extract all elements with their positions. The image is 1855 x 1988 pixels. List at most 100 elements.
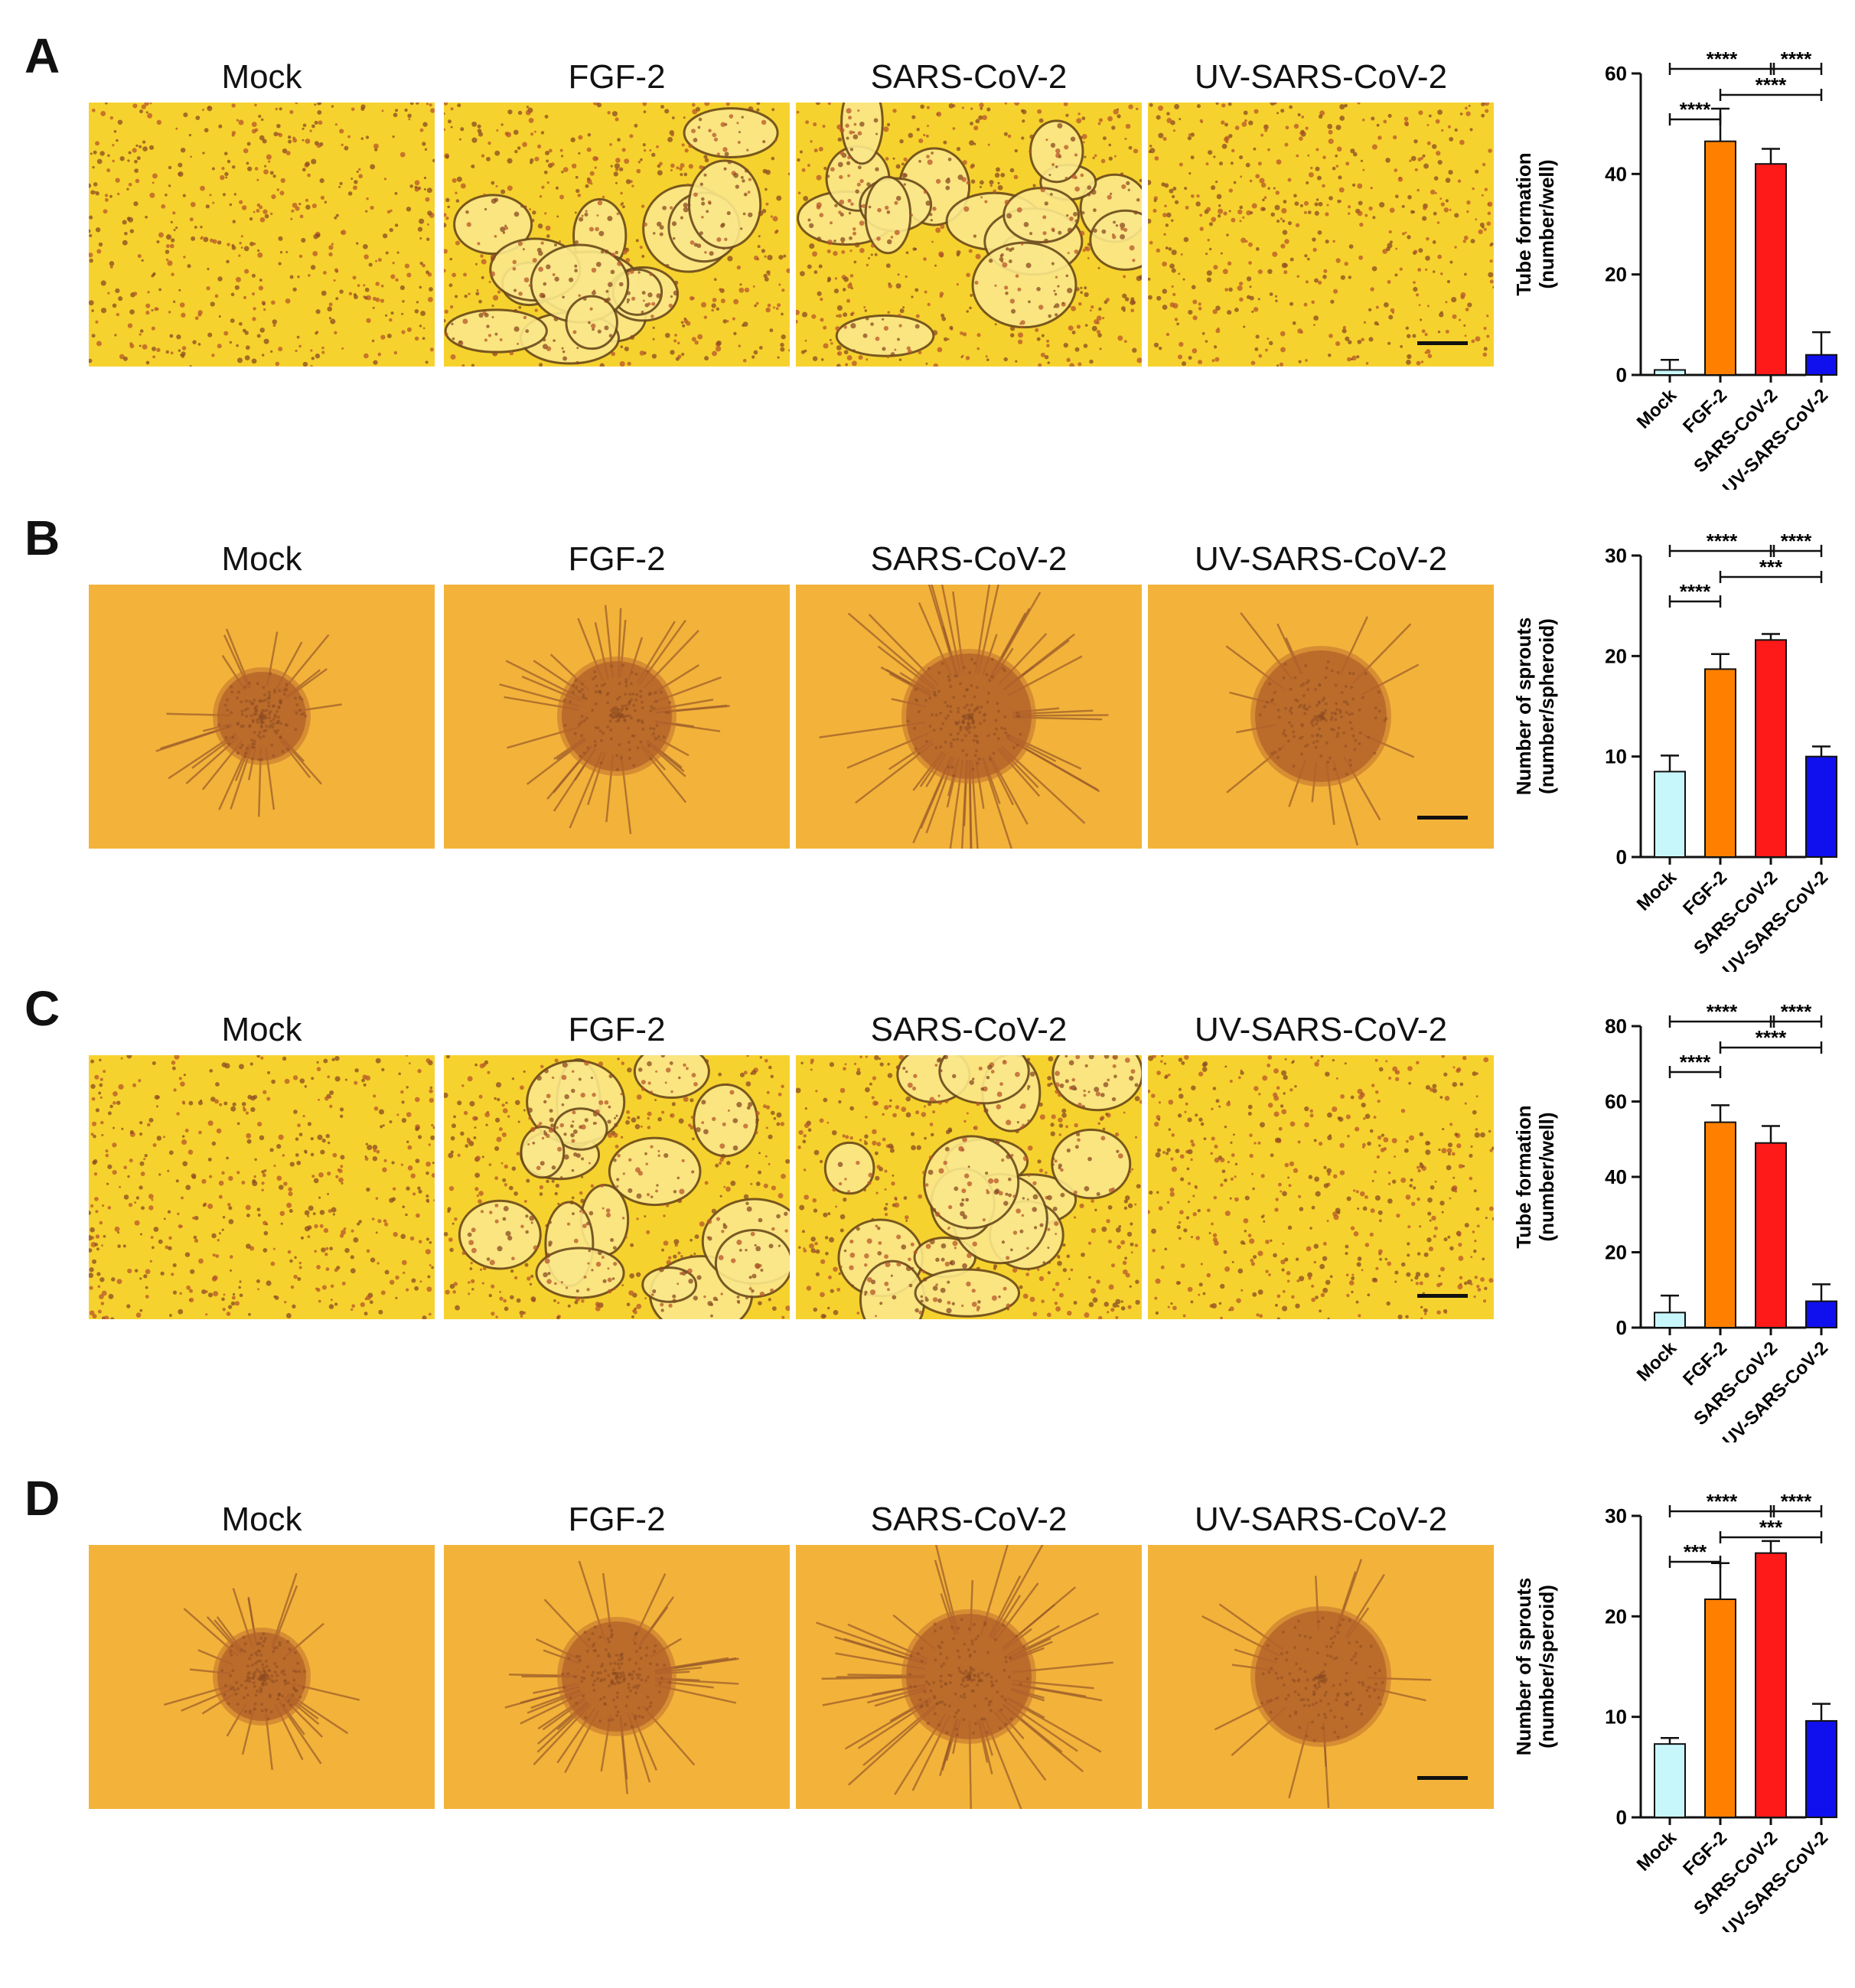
bar-sars-cov-2 bbox=[1755, 163, 1787, 376]
bar-fgf-2 bbox=[1704, 668, 1736, 858]
bar-chart-b: Number of sprouts (number/spheroid) 0 10 20 3… bbox=[1500, 513, 1855, 980]
y-tick-label: 0 bbox=[1616, 363, 1627, 386]
micrograph-mock bbox=[89, 1055, 435, 1319]
x-tick-label: Mock bbox=[1633, 1827, 1681, 1876]
significance-bracket: **** bbox=[1668, 1000, 1775, 1028]
y-tick-label: 40 bbox=[1605, 1165, 1627, 1188]
significance-bracket: **** bbox=[1719, 73, 1823, 101]
image-title: Mock bbox=[221, 1011, 302, 1048]
image-title: Mock bbox=[221, 1501, 302, 1538]
significance-label: *** bbox=[1759, 556, 1783, 578]
bar-uv-sars-cov-2 bbox=[1805, 1719, 1837, 1819]
bar-chart-a: Tube formation (number/well) 0 20 40 60 Mock FG… bbox=[1500, 31, 1855, 498]
panel-row-c: C Mock FGF-2 SARS-CoV-2 UV-SARS-CoV-2 Tube fo… bbox=[0, 981, 1855, 1451]
bar-uv-sars-cov-2 bbox=[1805, 755, 1837, 858]
bar-sars-cov-2 bbox=[1755, 1142, 1787, 1328]
micrograph-sars-cov-2 bbox=[796, 103, 1142, 367]
micrograph-sars-cov-2 bbox=[796, 1545, 1142, 1809]
image-title: FGF-2 bbox=[568, 1501, 666, 1538]
y-tick-label: 60 bbox=[1605, 1090, 1627, 1113]
image-title: FGF-2 bbox=[568, 1011, 666, 1048]
y-tick-label: 80 bbox=[1605, 1015, 1627, 1038]
image-title: SARS-CoV-2 bbox=[870, 1011, 1068, 1048]
significance-label: **** bbox=[1781, 1000, 1812, 1023]
panel-letter: C bbox=[24, 981, 60, 1036]
panel-row-d: D Mock FGF-2 SARS-CoV-2 UV-SARS-CoV-2 Number … bbox=[0, 1471, 1855, 1941]
micrograph-fgf-2 bbox=[444, 1055, 790, 1319]
micrograph-mock bbox=[89, 103, 435, 367]
micrograph-uv-sars-cov-2 bbox=[1148, 1545, 1494, 1809]
image-title: UV-SARS-CoV-2 bbox=[1194, 58, 1448, 96]
image-title: SARS-CoV-2 bbox=[870, 58, 1068, 96]
bar-mock bbox=[1654, 1312, 1686, 1328]
chart-svg: Number of sprouts (number/spheroid) 0 10 20 3… bbox=[1512, 530, 1837, 980]
significance-bracket: **** bbox=[1769, 47, 1823, 75]
micrograph-sars-cov-2 bbox=[796, 585, 1142, 849]
significance-label: **** bbox=[1781, 1490, 1812, 1513]
significance-label: **** bbox=[1756, 73, 1787, 96]
significance-label: **** bbox=[1707, 47, 1738, 70]
significance-label: **** bbox=[1756, 1026, 1787, 1049]
significance-label: **** bbox=[1707, 1000, 1738, 1023]
panel-letter: B bbox=[24, 510, 60, 565]
bar-uv-sars-cov-2 bbox=[1805, 1300, 1837, 1328]
panel-letter: D bbox=[24, 1471, 60, 1526]
micrograph-uv-sars-cov-2 bbox=[1148, 103, 1494, 367]
y-axis-label: Tube formation bbox=[1512, 1105, 1535, 1248]
bar-fgf-2 bbox=[1704, 1599, 1736, 1819]
image-title: FGF-2 bbox=[568, 540, 666, 578]
significance-label: *** bbox=[1759, 1516, 1783, 1539]
bar-chart-d: Number of sprouts (number/sperоid) 0 10 20 30… bbox=[1500, 1473, 1855, 1941]
x-tick-label: Mock bbox=[1633, 1338, 1681, 1386]
image-title: UV-SARS-CoV-2 bbox=[1194, 1011, 1448, 1048]
significance-bracket: **** bbox=[1668, 98, 1722, 125]
image-title: UV-SARS-CoV-2 bbox=[1194, 540, 1448, 578]
y-tick-label: 30 bbox=[1605, 544, 1627, 567]
y-tick-label: 0 bbox=[1616, 846, 1627, 869]
y-tick-label: 0 bbox=[1616, 1806, 1627, 1829]
chart-svg: Number of sprouts (number/sperоid) 0 10 20 30… bbox=[1512, 1490, 1837, 1941]
y-tick-label: 20 bbox=[1605, 1605, 1627, 1628]
significance-bracket: *** bbox=[1719, 556, 1823, 583]
image-title: SARS-CoV-2 bbox=[870, 1501, 1068, 1538]
bar-fgf-2 bbox=[1704, 1121, 1736, 1328]
y-tick-label: 30 bbox=[1605, 1504, 1627, 1527]
image-title: FGF-2 bbox=[568, 58, 666, 96]
significance-bracket: **** bbox=[1668, 580, 1722, 608]
bar-uv-sars-cov-2 bbox=[1805, 354, 1837, 376]
bar-chart-c: Tube formation (number/well) 0 20 40 60 80 Mock… bbox=[1500, 983, 1855, 1451]
y-tick-label: 10 bbox=[1605, 1706, 1627, 1729]
chart-svg: Tube formation (number/well) 0 20 40 60 80 Mock… bbox=[1512, 1000, 1837, 1451]
chart-svg: Tube formation (number/well)0204060MockFG… bbox=[1512, 47, 1837, 498]
panel-row-b: B Mock FGF-2 SARS-CoV-2 UV-SARS-CoV-2 Number … bbox=[0, 510, 1855, 980]
micrograph-mock bbox=[89, 1545, 435, 1809]
y-axis-label-units: (number/sperоid) bbox=[1535, 1585, 1558, 1748]
bar-sars-cov-2 bbox=[1755, 639, 1787, 858]
y-tick-label: 10 bbox=[1605, 745, 1627, 768]
y-tick-label: 20 bbox=[1605, 263, 1627, 286]
micrograph-mock bbox=[89, 585, 435, 849]
panel-letter: A bbox=[24, 28, 60, 83]
y-tick-label: 20 bbox=[1605, 644, 1627, 667]
y-axis-label-units: (number/well) bbox=[1535, 159, 1558, 288]
significance-bracket: **** bbox=[1769, 1000, 1823, 1028]
bar-mock bbox=[1654, 1743, 1686, 1819]
y-axis-label: Tube formation bbox=[1512, 152, 1535, 295]
significance-bracket: **** bbox=[1668, 1490, 1775, 1517]
significance-bracket: **** bbox=[1769, 530, 1823, 557]
significance-label: **** bbox=[1781, 530, 1812, 552]
y-tick-label: 60 bbox=[1605, 62, 1627, 85]
micrograph-sars-cov-2 bbox=[796, 1055, 1142, 1319]
significance-bracket: **** bbox=[1769, 1490, 1823, 1517]
micrograph-fgf-2 bbox=[444, 585, 790, 849]
significance-label: **** bbox=[1680, 580, 1711, 603]
y-axis-label: Number of sprouts bbox=[1512, 618, 1535, 796]
micrograph-fgf-2 bbox=[444, 1545, 790, 1809]
significance-label: **** bbox=[1707, 1490, 1738, 1513]
image-title: Mock bbox=[221, 540, 302, 578]
panel-row-a: A Mock FGF-2 SARS-CoV-2 UV-SARS-CoV-2 Tube fo… bbox=[0, 28, 1855, 498]
x-tick-label: Mock bbox=[1633, 867, 1681, 915]
image-title: Mock bbox=[221, 58, 302, 96]
significance-label: **** bbox=[1707, 530, 1738, 552]
bar-mock bbox=[1654, 369, 1686, 376]
